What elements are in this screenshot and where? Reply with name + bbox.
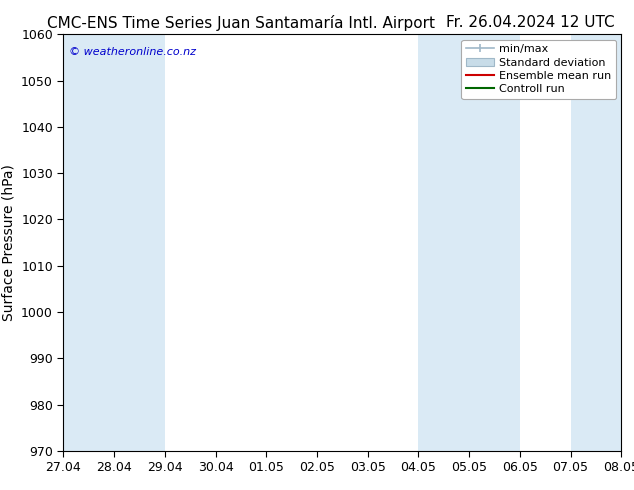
Bar [63, 34, 114, 451]
Bar [469, 34, 520, 451]
Bar [114, 34, 165, 451]
Text: CMC-ENS Time Series Juan Santamaría Intl. Airport: CMC-ENS Time Series Juan Santamaría Intl… [47, 15, 435, 31]
Text: Fr. 26.04.2024 12 UTC: Fr. 26.04.2024 12 UTC [446, 15, 615, 30]
Legend: min/max, Standard deviation, Ensemble mean run, Controll run: min/max, Standard deviation, Ensemble me… [462, 40, 616, 99]
Y-axis label: Surface Pressure (hPa): Surface Pressure (hPa) [1, 164, 16, 321]
Text: © weatheronline.co.nz: © weatheronline.co.nz [69, 47, 196, 57]
Bar [418, 34, 469, 451]
Bar [571, 34, 621, 451]
